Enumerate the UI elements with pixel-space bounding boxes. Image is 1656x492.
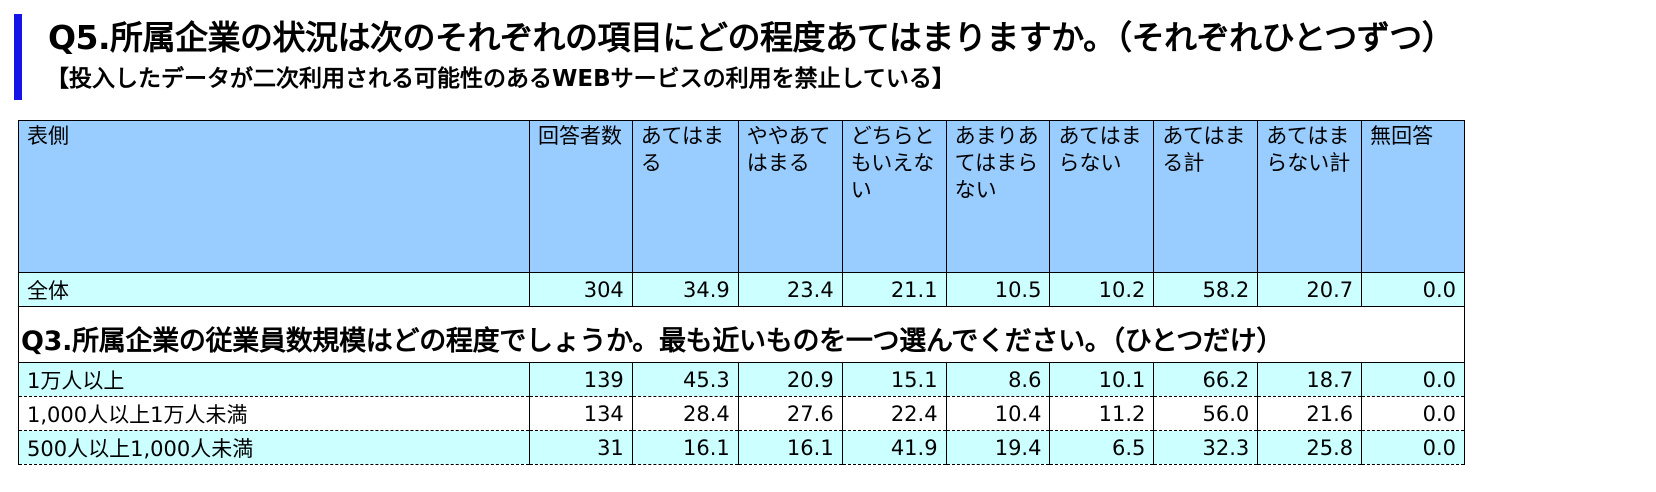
table-cell: 15.1 <box>841 362 947 397</box>
table-cell: 10.4 <box>945 396 1051 431</box>
header-row: 表側 回答者数 あてはまる ややあてはまる どちらともいえない あまりあてはまら… <box>18 120 1465 273</box>
header-rarely-applies: あまりあてはまらない <box>945 120 1051 273</box>
row-label: 1,000人以上1万人未満 <box>18 396 530 431</box>
total-cell: 10.5 <box>945 272 1051 307</box>
table-cell: 19.4 <box>945 430 1051 465</box>
header-table: 表側 回答者数 あてはまる ややあてはまる どちらともいえない あまりあてはまら… <box>18 120 1465 307</box>
table-row: 500人以上1,000人未満 31 16.1 16.1 41.9 19.4 6.… <box>18 430 1465 465</box>
total-cell: 0.0 <box>1361 272 1465 307</box>
table-cell: 28.4 <box>631 396 739 431</box>
header-somewhat-applies: ややあてはまる <box>737 120 843 273</box>
section-title: Q3.所属企業の従業員数規模はどの程度でしょうか。最も近いものを一つ選んでくださ… <box>21 326 1284 357</box>
header-respondents: 回答者数 <box>528 120 633 273</box>
table-cell: 27.6 <box>737 396 843 431</box>
table-cell: 20.9 <box>737 362 843 397</box>
table-cell: 21.6 <box>1257 396 1363 431</box>
table-cell: 45.3 <box>631 362 739 397</box>
total-cell: 20.7 <box>1257 272 1363 307</box>
row-label: 1万人以上 <box>18 362 530 397</box>
table-cell: 41.9 <box>841 430 947 465</box>
table-cell: 16.1 <box>737 430 843 465</box>
table-cell: 0.0 <box>1361 362 1465 397</box>
header-stub: 表側 <box>18 120 530 273</box>
table-cell: 31 <box>528 430 633 465</box>
header-applies-total: あてはまる計 <box>1153 120 1259 273</box>
total-cell: 34.9 <box>631 272 739 307</box>
table-row: 1,000人以上1万人未満 134 28.4 27.6 22.4 10.4 11… <box>18 396 1465 431</box>
total-cell: 58.2 <box>1153 272 1259 307</box>
question-title-block: Q5.所属企業の状況は次のそれぞれの項目にどの程度あてはまりますか。（それぞれひ… <box>14 14 1644 100</box>
table-cell: 66.2 <box>1153 362 1259 397</box>
total-cell: 21.1 <box>841 272 947 307</box>
question-subtitle: 【投入したデータが二次利用される可能性のあるWEBサービスの利用を禁止している】 <box>46 66 955 92</box>
table-cell: 18.7 <box>1257 362 1363 397</box>
table-row: 1万人以上 139 45.3 20.9 15.1 8.6 10.1 66.2 1… <box>18 362 1465 397</box>
header-neutral: どちらともいえない <box>841 120 947 273</box>
total-cell: 23.4 <box>737 272 843 307</box>
total-cell: 10.2 <box>1049 272 1155 307</box>
table-cell: 56.0 <box>1153 396 1259 431</box>
table-cell: 10.1 <box>1049 362 1155 397</box>
table-cell: 32.3 <box>1153 430 1259 465</box>
table-cell: 25.8 <box>1257 430 1363 465</box>
table-cell: 139 <box>528 362 633 397</box>
total-cell: 304 <box>528 272 633 307</box>
breakdown-table: 1万人以上 139 45.3 20.9 15.1 8.6 10.1 66.2 1… <box>18 362 1465 465</box>
header-not-applies-total: あてはまらない計 <box>1257 120 1363 273</box>
header-not-applies: あてはまらない <box>1049 120 1155 273</box>
total-label: 全体 <box>18 272 530 307</box>
table-cell: 16.1 <box>631 430 739 465</box>
table-cell: 134 <box>528 396 633 431</box>
row-label: 500人以上1,000人未満 <box>18 430 530 465</box>
table-cell: 11.2 <box>1049 396 1155 431</box>
table-cell: 6.5 <box>1049 430 1155 465</box>
table-cell: 22.4 <box>841 396 947 431</box>
table-cell: 0.0 <box>1361 396 1465 431</box>
question-title: Q5.所属企業の状況は次のそれぞれの項目にどの程度あてはまりますか。（それぞれひ… <box>48 18 1455 57</box>
table-cell: 8.6 <box>945 362 1051 397</box>
table-cell: 0.0 <box>1361 430 1465 465</box>
section-frame <box>18 304 1465 362</box>
total-row: 全体 304 34.9 23.4 21.1 10.5 10.2 58.2 20.… <box>18 272 1465 307</box>
header-no-answer: 無回答 <box>1361 120 1465 273</box>
header-applies: あてはまる <box>631 120 739 273</box>
